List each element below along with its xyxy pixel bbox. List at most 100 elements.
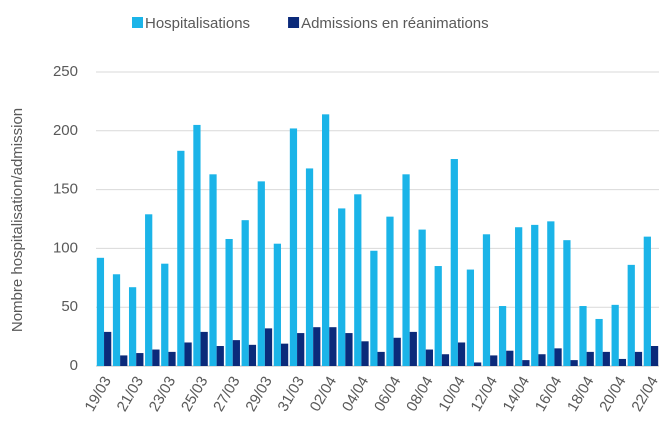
bar <box>402 174 410 366</box>
bar <box>450 159 458 366</box>
bar <box>193 124 201 366</box>
bar <box>474 362 482 366</box>
bar <box>361 341 369 366</box>
legend-swatch <box>132 17 143 28</box>
bar <box>425 349 433 366</box>
bar <box>136 353 144 366</box>
bar <box>96 257 105 366</box>
bar <box>289 128 298 366</box>
x-tick-label: 08/04 <box>403 373 436 414</box>
x-tick-label: 04/04 <box>339 373 372 414</box>
bar <box>490 355 498 366</box>
bar <box>386 216 394 366</box>
bar <box>120 355 128 366</box>
bar <box>595 318 603 366</box>
bar <box>457 342 466 366</box>
y-tick-label: 100 <box>53 239 78 256</box>
bar <box>152 349 160 366</box>
bar <box>418 229 426 366</box>
bar <box>128 287 137 366</box>
bar <box>538 354 546 366</box>
bar <box>515 227 523 366</box>
x-tick-label: 27/03 <box>210 373 243 414</box>
bar <box>305 168 314 366</box>
bar <box>322 114 330 366</box>
bar <box>643 236 651 366</box>
y-tick-label: 200 <box>53 122 78 139</box>
bar <box>145 214 153 366</box>
x-tick-label: 02/04 <box>307 373 340 414</box>
bar <box>586 351 594 366</box>
x-tick-label: 10/04 <box>435 373 468 414</box>
y-axis-title: Nombre hospitalisation/admission <box>9 108 26 332</box>
bar <box>297 333 305 366</box>
x-tick-label: 16/04 <box>532 373 565 414</box>
bar <box>112 274 121 366</box>
bar <box>177 150 185 366</box>
bar <box>611 304 619 366</box>
legend-label: Hospitalisations <box>145 15 250 32</box>
bar <box>264 328 273 366</box>
bar <box>650 346 659 366</box>
x-tick-label: 25/03 <box>178 373 211 414</box>
bar <box>570 360 578 366</box>
x-tick-label: 21/03 <box>114 373 147 414</box>
y-tick-label: 50 <box>61 298 78 315</box>
y-tick-label: 250 <box>53 63 78 80</box>
y-tick-label: 0 <box>70 357 78 374</box>
bar <box>338 208 346 366</box>
bar <box>216 346 224 366</box>
bar <box>273 243 281 366</box>
bar <box>345 333 353 366</box>
x-tick-label: 18/04 <box>564 373 597 414</box>
bar <box>563 240 571 366</box>
bar <box>248 344 257 366</box>
bar <box>241 220 249 366</box>
bar <box>329 327 337 366</box>
x-tick-label: 19/03 <box>81 373 114 414</box>
bar <box>554 348 562 366</box>
x-tick-label: 31/03 <box>274 373 307 414</box>
bar <box>280 343 289 366</box>
bar <box>161 263 169 366</box>
bar <box>627 264 635 366</box>
bar <box>579 306 587 366</box>
bar <box>377 351 385 366</box>
bar <box>370 250 378 366</box>
legend-label: Admissions en réanimations <box>301 15 489 32</box>
bar <box>409 331 417 366</box>
x-tick-label: 12/04 <box>468 373 501 414</box>
x-tick-label: 06/04 <box>371 373 404 414</box>
legend-swatch <box>288 17 300 28</box>
bar <box>434 266 442 366</box>
bar <box>466 269 475 366</box>
y-tick-label: 150 <box>53 181 78 198</box>
bar <box>209 174 217 366</box>
x-tick-label: 20/04 <box>596 373 629 414</box>
bar <box>184 342 192 366</box>
bar <box>225 238 233 366</box>
x-tick-label: 29/03 <box>242 373 275 414</box>
bar <box>634 351 643 366</box>
bar <box>257 181 265 366</box>
bar <box>531 224 539 366</box>
bar <box>232 340 240 366</box>
bar <box>313 327 321 366</box>
bar <box>506 350 514 366</box>
bar <box>441 354 450 366</box>
bar <box>168 351 176 366</box>
bar <box>547 221 555 366</box>
bar <box>602 351 610 366</box>
x-tick-label: 23/03 <box>146 373 179 414</box>
bar <box>200 331 208 366</box>
bar <box>618 358 627 366</box>
bar <box>482 234 491 366</box>
bar <box>104 331 112 366</box>
bar <box>354 194 362 366</box>
x-tick-label: 22/04 <box>628 373 659 414</box>
bar <box>522 360 530 366</box>
bar <box>393 337 401 366</box>
x-tick-label: 14/04 <box>500 373 533 414</box>
bar <box>498 306 507 366</box>
